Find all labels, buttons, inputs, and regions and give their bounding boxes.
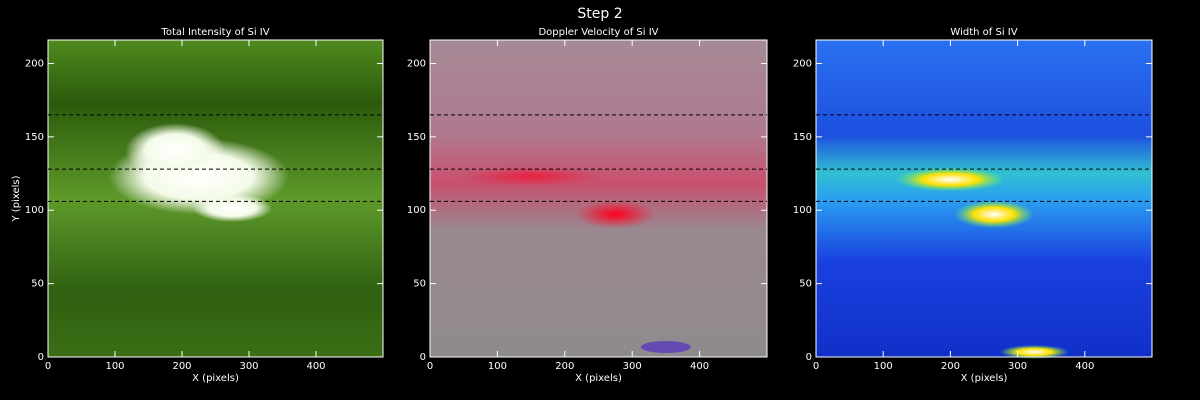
y-tick-label: 200 [793,58,812,69]
x-tick-label: 400 [1075,361,1094,372]
y-tick-label: 0 [420,352,426,363]
panel: Total Intensity of Si IV X (pixels) Y (pix… [11,27,384,384]
x-tick-label: 400 [306,361,325,372]
x-tick-label: 300 [1008,361,1027,372]
panel: Doppler Velocity of Si IV X (pixels) 0 100 2… [407,27,768,384]
panel-title: Doppler Velocity of Si IV [538,27,658,38]
plot-frame [815,39,1153,358]
y-tick-label: 150 [793,132,812,143]
x-tick-label: 100 [488,361,507,372]
y-tick-label: 100 [793,205,812,216]
heatmap-image [816,40,1152,357]
y-tick-label: 50 [799,279,812,290]
plot-frame [47,39,384,358]
x-tick-label: 100 [105,361,124,372]
y-tick-label: 0 [806,352,812,363]
plot-frame [429,39,768,358]
panel-title: Width of Si IV [950,27,1017,38]
bright-region [125,122,226,179]
y-axis-label: Y (pixels) [11,175,22,222]
hot-region [999,345,1070,359]
y-tick-label: 200 [407,58,426,69]
bright-region [192,194,273,223]
blue-region [640,341,691,353]
y-tick-label: 0 [38,352,44,363]
x-tick-label: 200 [555,361,574,372]
x-tick-label: 300 [623,361,642,372]
y-tick-label: 50 [31,279,44,290]
panel: Width of Si IV X (pixels) 0 100 200 300 400 0 50… [793,27,1153,384]
x-tick-label: 100 [874,361,893,372]
heatmap-image [430,40,767,357]
panel-title: Total Intensity of Si IV [160,27,269,38]
x-tick-label: 0 [813,361,819,372]
red-region [575,200,656,229]
y-tick-label: 200 [25,58,44,69]
x-tick-label: 200 [941,361,960,372]
y-tick-label: 150 [407,132,426,143]
figure-title: Step 2 [577,6,622,22]
x-tick-label: 0 [45,361,51,372]
x-tick-label: 200 [172,361,191,372]
hot-region [895,167,1006,192]
red-region [461,166,602,187]
x-axis-label: X (pixels) [192,373,239,384]
y-tick-label: 100 [25,205,44,216]
x-tick-label: 300 [239,361,258,372]
x-tick-label: 400 [690,361,709,372]
hot-region [954,200,1035,229]
x-axis-label: X (pixels) [575,373,622,384]
y-tick-label: 100 [407,205,426,216]
y-tick-label: 50 [413,279,426,290]
x-axis-label: X (pixels) [961,373,1008,384]
x-tick-label: 0 [427,361,433,372]
y-tick-label: 150 [25,132,44,143]
